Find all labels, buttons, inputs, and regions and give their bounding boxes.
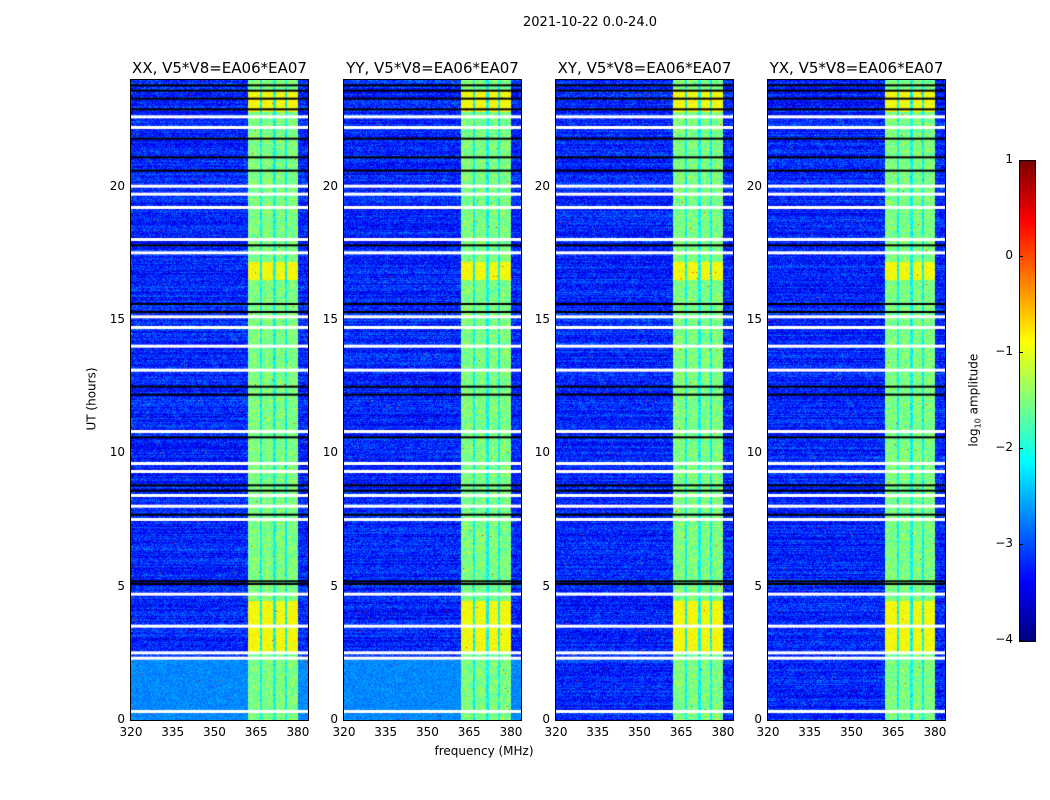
x-tick-label: 350 — [416, 725, 439, 739]
colorbar-gradient — [1020, 161, 1035, 641]
x-tick-label: 335 — [586, 725, 610, 739]
colorbar-tick-mark — [1019, 640, 1023, 641]
x-tick-label: 365 — [881, 725, 905, 739]
y-tick-label: 10 — [109, 445, 125, 460]
y-tick-label: 5 — [117, 578, 125, 593]
y-tick-label: 20 — [746, 178, 762, 193]
x-tick-label: 380 — [711, 725, 735, 739]
colorbar-tick-label: −1 — [995, 344, 1013, 358]
y-tick-label: 0 — [117, 712, 125, 726]
y-axis-label: UT (hours) — [84, 367, 99, 431]
colorbar-tick-label: 1 — [1005, 152, 1013, 166]
y-tick-label: 15 — [322, 312, 338, 326]
y-tick-label: 20 — [109, 178, 125, 193]
x-tick-label: 320 — [119, 725, 143, 739]
colorbar-tick-label: −4 — [995, 632, 1013, 646]
panel-title: YY, V5*V8=EA06*EA07 — [346, 59, 519, 77]
colorbar-label-rest: amplitude — [966, 353, 981, 419]
panel-title: XY, V5*V8=EA06*EA07 — [557, 59, 732, 77]
y-tick-label: 0 — [754, 712, 762, 726]
y-tick-label: 10 — [322, 445, 338, 460]
colorbar-tick-label: 0 — [1005, 248, 1013, 262]
x-tick-label: 335 — [374, 725, 398, 739]
y-tick-label: 20 — [534, 178, 550, 193]
colorbar — [1019, 160, 1036, 642]
y-tick-label: 0 — [542, 712, 550, 726]
x-tick-label: 350 — [840, 725, 863, 739]
colorbar-tick-mark — [1019, 352, 1023, 353]
x-tick-label: 365 — [244, 725, 268, 739]
y-tick-label: 5 — [330, 578, 338, 593]
heatmap-panel-yy — [343, 79, 522, 721]
y-tick-label: 0 — [330, 712, 338, 726]
x-axis-label: frequency (MHz) — [434, 744, 534, 758]
panel-title: YX, V5*V8=EA06*EA07 — [769, 59, 944, 77]
colorbar-label: log10 amplitude — [966, 354, 982, 447]
y-tick-label: 20 — [322, 178, 338, 193]
x-tick-label: 380 — [923, 725, 947, 739]
colorbar-label-log: log — [966, 428, 981, 447]
x-tick-label: 320 — [756, 725, 780, 739]
panel-title: XX, V5*V8=EA06*EA07 — [132, 59, 307, 77]
x-tick-label: 380 — [286, 725, 310, 739]
x-tick-label: 365 — [457, 725, 481, 739]
colorbar-tick-label: −3 — [995, 536, 1013, 550]
y-tick-label: 10 — [746, 445, 762, 460]
heatmap-panel-yx — [767, 79, 946, 721]
x-tick-label: 350 — [628, 725, 651, 739]
x-tick-label: 335 — [798, 725, 822, 739]
x-tick-label: 320 — [332, 725, 356, 739]
y-tick-label: 5 — [754, 578, 762, 593]
colorbar-tick-mark — [1019, 544, 1023, 545]
x-tick-label: 380 — [499, 725, 523, 739]
colorbar-tick-label: −2 — [995, 440, 1013, 454]
heatmap-panel-xx — [130, 79, 309, 721]
colorbar-label-sub: 10 — [973, 418, 983, 429]
y-tick-label: 15 — [109, 312, 125, 326]
y-tick-label: 15 — [534, 312, 550, 326]
x-tick-label: 350 — [203, 725, 226, 739]
x-tick-label: 320 — [544, 725, 568, 739]
colorbar-tick-mark — [1019, 160, 1023, 161]
x-tick-label: 365 — [669, 725, 693, 739]
y-tick-label: 10 — [534, 445, 550, 460]
heatmap-panel-xy — [555, 79, 734, 721]
figure-title: 2021-10-22 0.0-24.0 — [523, 15, 657, 30]
x-tick-label: 335 — [161, 725, 185, 739]
colorbar-tick-mark — [1019, 448, 1023, 449]
colorbar-tick-mark — [1019, 256, 1023, 257]
y-tick-label: 5 — [542, 578, 550, 593]
y-tick-label: 15 — [746, 312, 762, 326]
